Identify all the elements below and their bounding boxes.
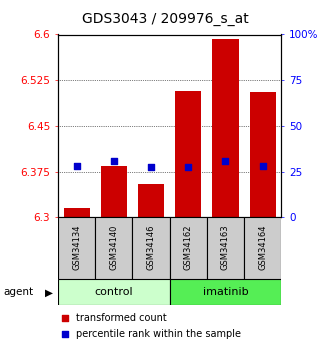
Point [74,163,79,168]
Text: imatinib: imatinib [203,287,248,297]
Bar [58,217,95,279]
Point [186,165,191,170]
Point [62,315,67,321]
Point [62,331,67,337]
Point [148,165,154,170]
Point [223,158,228,164]
Text: ▶: ▶ [45,287,53,297]
Text: GSM34134: GSM34134 [72,224,81,270]
Text: GSM34164: GSM34164 [258,224,267,270]
Text: GSM34140: GSM34140 [109,225,118,270]
Point [260,163,265,168]
Text: GSM34162: GSM34162 [184,224,193,270]
Bar [169,217,207,279]
Bar [95,217,132,279]
Text: GDS3043 / 209976_s_at: GDS3043 / 209976_s_at [82,12,249,26]
Bar [138,184,164,217]
Bar [169,279,281,305]
Text: agent: agent [3,287,33,297]
Bar [207,217,244,279]
Text: GSM34163: GSM34163 [221,224,230,270]
Bar [250,92,276,217]
Text: control: control [94,287,133,297]
Text: GSM34146: GSM34146 [147,224,156,270]
Bar [132,217,169,279]
Bar [101,166,127,217]
Bar [58,279,169,305]
Bar [244,217,281,279]
Point [111,158,117,164]
Bar [213,39,239,217]
Text: percentile rank within the sample: percentile rank within the sample [76,329,241,339]
Text: transformed count: transformed count [76,313,166,323]
Bar [175,91,201,217]
Bar [64,208,90,217]
